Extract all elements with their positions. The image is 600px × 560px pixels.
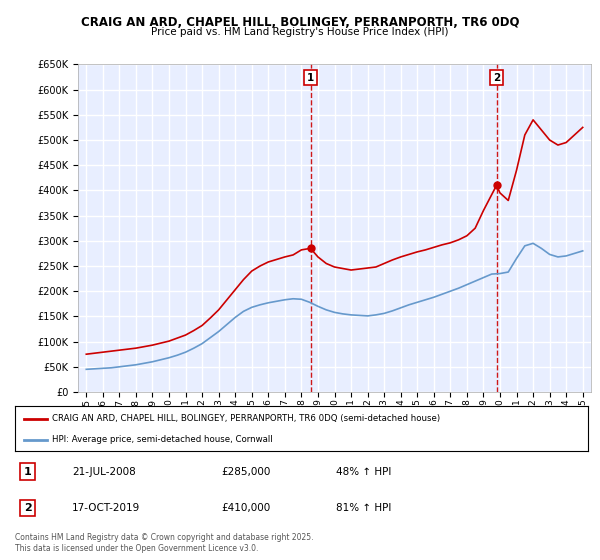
Text: 21-JUL-2008: 21-JUL-2008 xyxy=(73,466,136,477)
Text: HPI: Average price, semi-detached house, Cornwall: HPI: Average price, semi-detached house,… xyxy=(52,435,273,444)
Text: CRAIG AN ARD, CHAPEL HILL, BOLINGEY, PERRANPORTH, TR6 0DQ (semi-detached house): CRAIG AN ARD, CHAPEL HILL, BOLINGEY, PER… xyxy=(52,414,440,423)
Text: £410,000: £410,000 xyxy=(221,503,271,513)
Text: 2: 2 xyxy=(493,73,500,82)
Text: 1: 1 xyxy=(307,73,314,82)
Text: 2: 2 xyxy=(24,503,31,513)
Text: 81% ↑ HPI: 81% ↑ HPI xyxy=(336,503,391,513)
Text: 48% ↑ HPI: 48% ↑ HPI xyxy=(336,466,391,477)
Text: Contains HM Land Registry data © Crown copyright and database right 2025.
This d: Contains HM Land Registry data © Crown c… xyxy=(15,533,314,553)
Text: £285,000: £285,000 xyxy=(221,466,271,477)
Text: 1: 1 xyxy=(24,466,31,477)
Text: 17-OCT-2019: 17-OCT-2019 xyxy=(73,503,140,513)
Text: Price paid vs. HM Land Registry's House Price Index (HPI): Price paid vs. HM Land Registry's House … xyxy=(151,27,449,37)
Text: CRAIG AN ARD, CHAPEL HILL, BOLINGEY, PERRANPORTH, TR6 0DQ: CRAIG AN ARD, CHAPEL HILL, BOLINGEY, PER… xyxy=(81,16,519,29)
